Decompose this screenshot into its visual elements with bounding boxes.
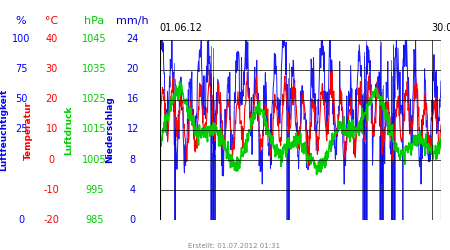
Text: 0: 0 — [130, 215, 136, 225]
Text: 1035: 1035 — [82, 64, 107, 74]
Text: 50: 50 — [15, 94, 27, 104]
Text: hPa: hPa — [85, 16, 104, 26]
Text: 20: 20 — [126, 64, 139, 74]
Text: Niederschlag: Niederschlag — [105, 96, 114, 164]
Text: 20: 20 — [45, 94, 58, 104]
Text: 01.06.12: 01.06.12 — [160, 23, 202, 33]
Text: Luftfeuchtigkeit: Luftfeuchtigkeit — [0, 89, 8, 171]
Text: 995: 995 — [85, 185, 104, 195]
Text: 75: 75 — [15, 64, 27, 74]
Text: 1005: 1005 — [82, 154, 107, 164]
Text: 8: 8 — [130, 154, 136, 164]
Text: 40: 40 — [45, 34, 58, 44]
Text: 12: 12 — [126, 124, 139, 134]
Text: %: % — [16, 16, 27, 26]
Text: 16: 16 — [126, 94, 139, 104]
Text: 4: 4 — [130, 185, 136, 195]
Text: 1045: 1045 — [82, 34, 107, 44]
Text: Temperatur: Temperatur — [23, 100, 32, 160]
Text: mm/h: mm/h — [117, 16, 149, 26]
Text: 30.06.12: 30.06.12 — [432, 23, 450, 33]
Text: -10: -10 — [44, 185, 59, 195]
Text: 24: 24 — [126, 34, 139, 44]
Text: 1025: 1025 — [82, 94, 107, 104]
Text: 30: 30 — [45, 64, 58, 74]
Text: Luftdruck: Luftdruck — [64, 105, 73, 155]
Text: 985: 985 — [85, 215, 104, 225]
Text: 1015: 1015 — [82, 124, 107, 134]
Text: 0: 0 — [18, 215, 24, 225]
Text: 10: 10 — [45, 124, 58, 134]
Text: 100: 100 — [12, 34, 30, 44]
Text: Erstellt: 01.07.2012 01:31: Erstellt: 01.07.2012 01:31 — [188, 244, 280, 250]
Text: -20: -20 — [44, 215, 60, 225]
Text: 0: 0 — [49, 154, 55, 164]
Text: °C: °C — [45, 16, 58, 26]
Text: 25: 25 — [15, 124, 27, 134]
